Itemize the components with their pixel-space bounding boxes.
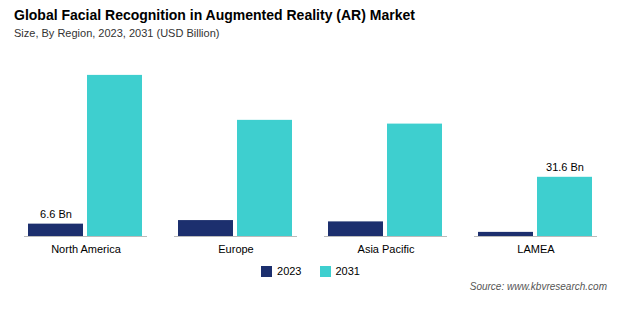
html-text:Size, By Region, 2023, 2031 (U: Size, By Region, 2023, 2031 (USD Billion… [14, 27, 220, 39]
html-text:2023: 2023 [277, 265, 302, 277]
html-text:Source: www.kbvresearch.com: Source: www.kbvresearch.com [469, 281, 607, 292]
svg-text:North America: North America [51, 243, 122, 255]
svg-text:Europe: Europe [218, 243, 253, 255]
html-text:Global Facial Recognition in A: Global Facial Recognition in Augmented R… [14, 7, 415, 23]
svg-text:31.6 Bn: 31.6 Bn [546, 161, 584, 173]
svg-text:LAMEA: LAMEA [517, 243, 555, 255]
svg-text:6.6 Bn: 6.6 Bn [40, 208, 72, 220]
svg-text:Asia Pacific: Asia Pacific [358, 243, 415, 255]
html-text:2031: 2031 [335, 265, 360, 277]
